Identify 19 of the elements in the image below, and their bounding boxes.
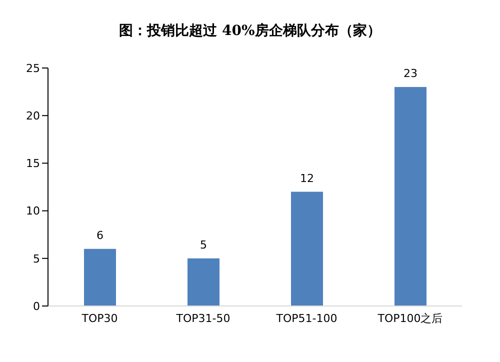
bar [188,258,220,306]
y-tick-label: 0 [33,300,40,313]
y-tick-label: 20 [26,110,40,123]
x-tick-label: TOP100之后 [376,312,443,325]
y-tick-label: 5 [33,252,40,266]
y-tick-label: 15 [26,157,40,170]
data-label: 23 [404,67,418,80]
x-tick-label: TOP51-100 [275,312,338,325]
data-label: 6 [96,228,104,242]
x-tick-label: TOP31-50 [175,312,230,325]
bar [291,192,323,306]
chart-title: 图：投销比超过 40%房企梯队分布（家） [118,22,382,41]
data-label: 12 [300,172,314,185]
x-tick-label: TOP30 [80,312,118,325]
y-tick-label: 10 [26,204,40,218]
bar [84,248,116,306]
data-label: 5 [200,238,207,252]
y-tick-label: 25 [26,62,40,75]
bar [394,87,426,306]
